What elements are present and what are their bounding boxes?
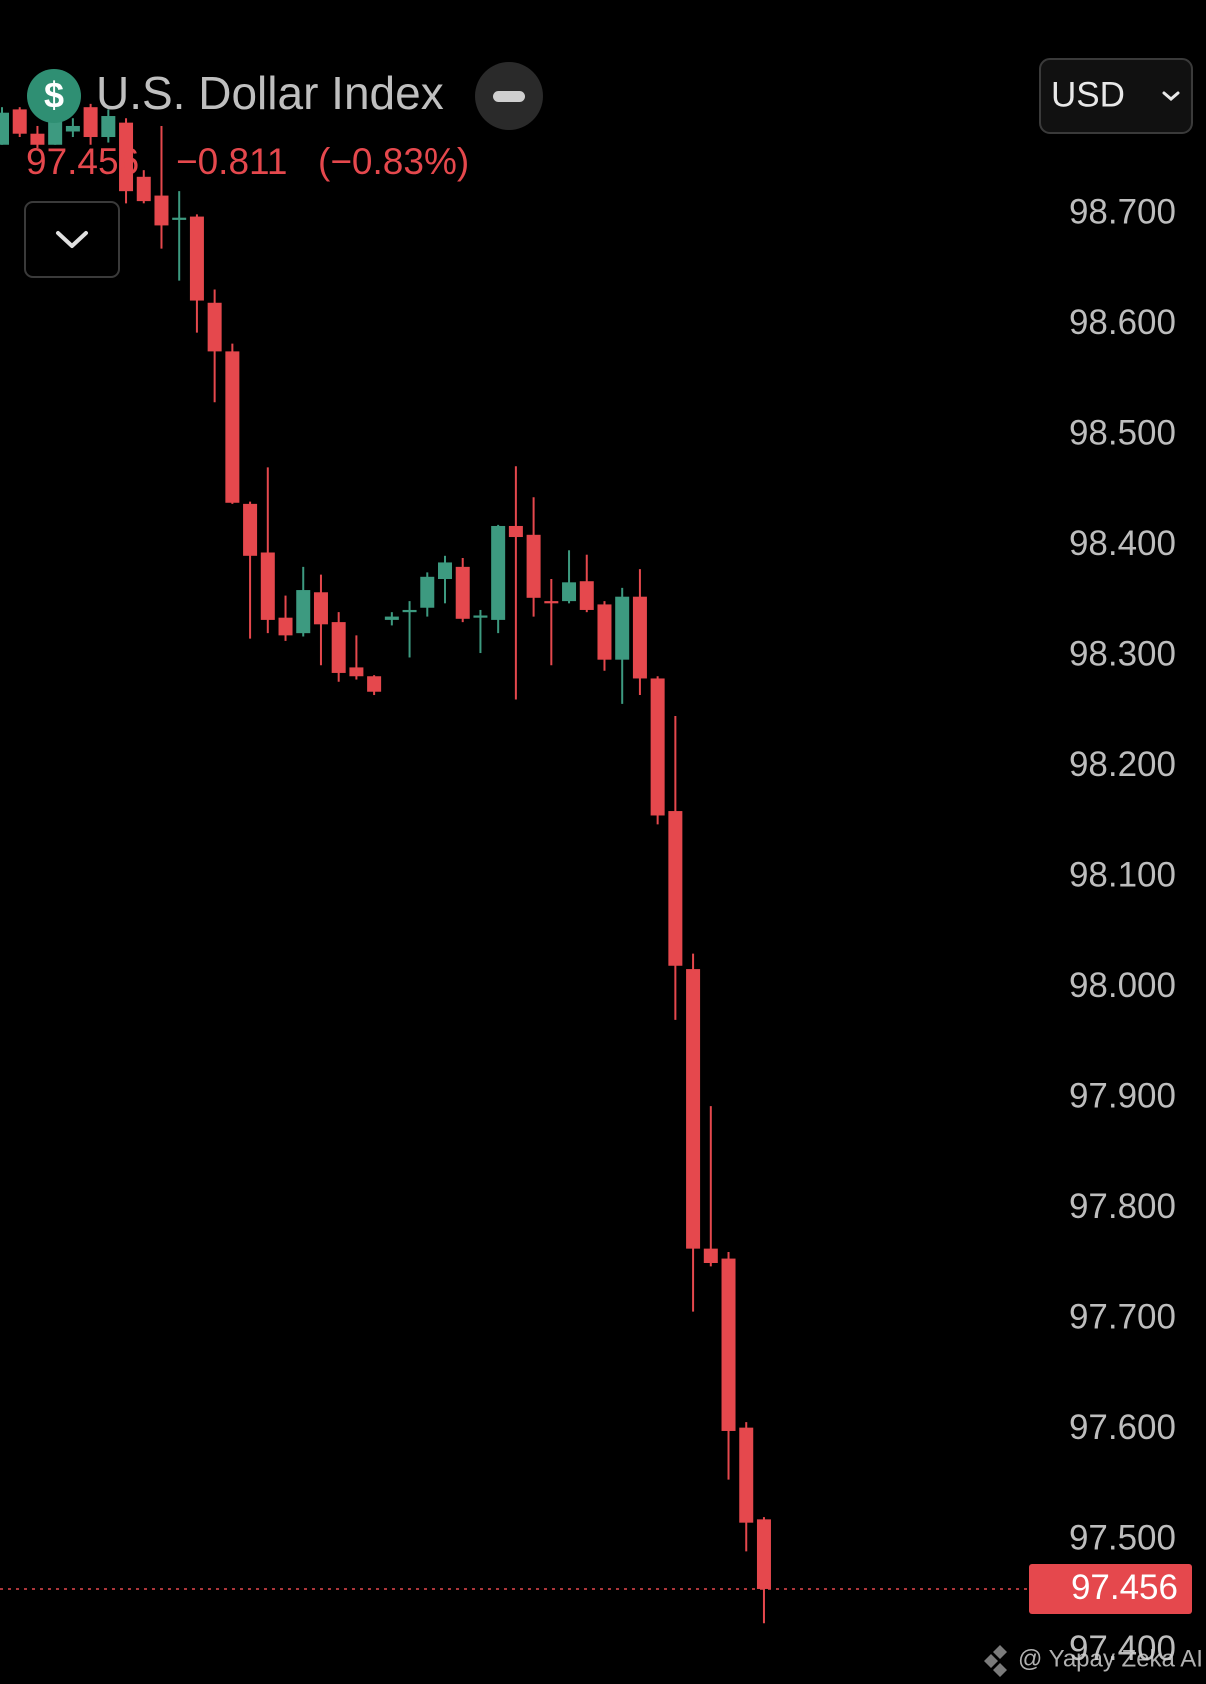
currency-select[interactable]: USD (1039, 58, 1193, 134)
y-tick-label: 97.500 (1069, 1519, 1176, 1558)
y-tick-label: 97.400 (1069, 1629, 1176, 1668)
currency-select-bg[interactable] (1039, 58, 1193, 134)
candle-body (686, 969, 701, 1249)
candle-body (349, 667, 364, 677)
candle-body (136, 176, 151, 202)
chart-title: U.S. Dollar Index (96, 67, 444, 119)
candle-body (278, 617, 293, 636)
candle-body (721, 1258, 736, 1431)
overlay: 97.456 (0, 1563, 1192, 1614)
candle-body (491, 525, 506, 620)
candle-body (473, 615, 488, 618)
plot-area (0, 103, 771, 1624)
candle-body (331, 622, 346, 673)
candle-body (0, 112, 9, 145)
price-axis: 98.700 98.600 98.500 98.400 98.300 98.200 98.1… (1069, 193, 1176, 1668)
candle-body (579, 581, 594, 610)
candle-body (703, 1248, 718, 1263)
candle-body (189, 216, 204, 301)
candle-body (313, 592, 328, 625)
candle-body (12, 109, 27, 134)
candle-body (402, 609, 417, 613)
candle-body (756, 1519, 771, 1589)
y-tick-label: 97.900 (1069, 1077, 1176, 1116)
candle-body (455, 566, 470, 619)
y-tick-label: 98.500 (1069, 414, 1176, 453)
y-tick-label: 97.700 (1069, 1298, 1176, 1337)
last-price-tag (1029, 1563, 1192, 1614)
candle-body (119, 122, 134, 192)
watermark: @ Yapay Zeka AI (984, 1645, 1203, 1677)
candle-body (420, 576, 435, 608)
y-tick-label: 97.600 (1069, 1408, 1176, 1447)
candle-body (260, 552, 275, 620)
candle-body (597, 604, 612, 660)
y-tick-label: 98.300 (1069, 635, 1176, 674)
candle-body (243, 503, 258, 556)
candle-body (207, 302, 222, 352)
y-tick-label: 98.400 (1069, 524, 1176, 563)
candle-body (384, 616, 399, 620)
expand-button[interactable] (24, 201, 120, 278)
expand-button-bg[interactable] (24, 201, 120, 278)
chevron-icon (56, 231, 88, 248)
y-tick-label: 98.700 (1069, 193, 1176, 232)
last-price-tag-label: 97.456 (1071, 1568, 1178, 1607)
watermark-text: @ Yapay Zeka AI (1018, 1645, 1203, 1672)
y-tick-label: 97.800 (1069, 1187, 1176, 1226)
candle-body (438, 562, 452, 580)
candle-body (526, 534, 541, 598)
hide-icon (493, 91, 525, 102)
hide-button[interactable] (475, 62, 543, 130)
candle-body (562, 582, 577, 602)
currency-icon-bg (27, 69, 81, 123)
price-change: −0.811 (176, 141, 287, 182)
candle-body (544, 601, 559, 604)
candle-body (632, 596, 647, 679)
candle-body (65, 125, 80, 132)
y-tick-label: 98.100 (1069, 856, 1176, 895)
candle-body (172, 217, 187, 220)
candle-body (30, 133, 45, 145)
candle-body (48, 118, 63, 145)
candle-body (650, 678, 665, 816)
candle-body (367, 676, 382, 692)
y-tick-label: 98.600 (1069, 303, 1176, 342)
candle-body (154, 195, 169, 226)
candle-body (615, 596, 630, 660)
candle-body (225, 351, 240, 503)
candle-body (296, 590, 311, 634)
currency-label: USD (1051, 75, 1125, 114)
candle-body (508, 525, 523, 538)
candle-body (101, 116, 116, 138)
last-price: 97.456 (26, 141, 139, 182)
candle-body (739, 1427, 754, 1523)
y-tick-label: 98.000 (1069, 966, 1176, 1005)
price-change-percent: (−0.83%) (318, 141, 469, 182)
candle-body (668, 811, 683, 966)
currency-icon: $ (44, 75, 64, 116)
y-tick-label: 98.200 (1069, 745, 1176, 784)
candle-body (83, 107, 98, 138)
watermark-icon (984, 1645, 1007, 1677)
chevron-icon (1162, 91, 1180, 101)
